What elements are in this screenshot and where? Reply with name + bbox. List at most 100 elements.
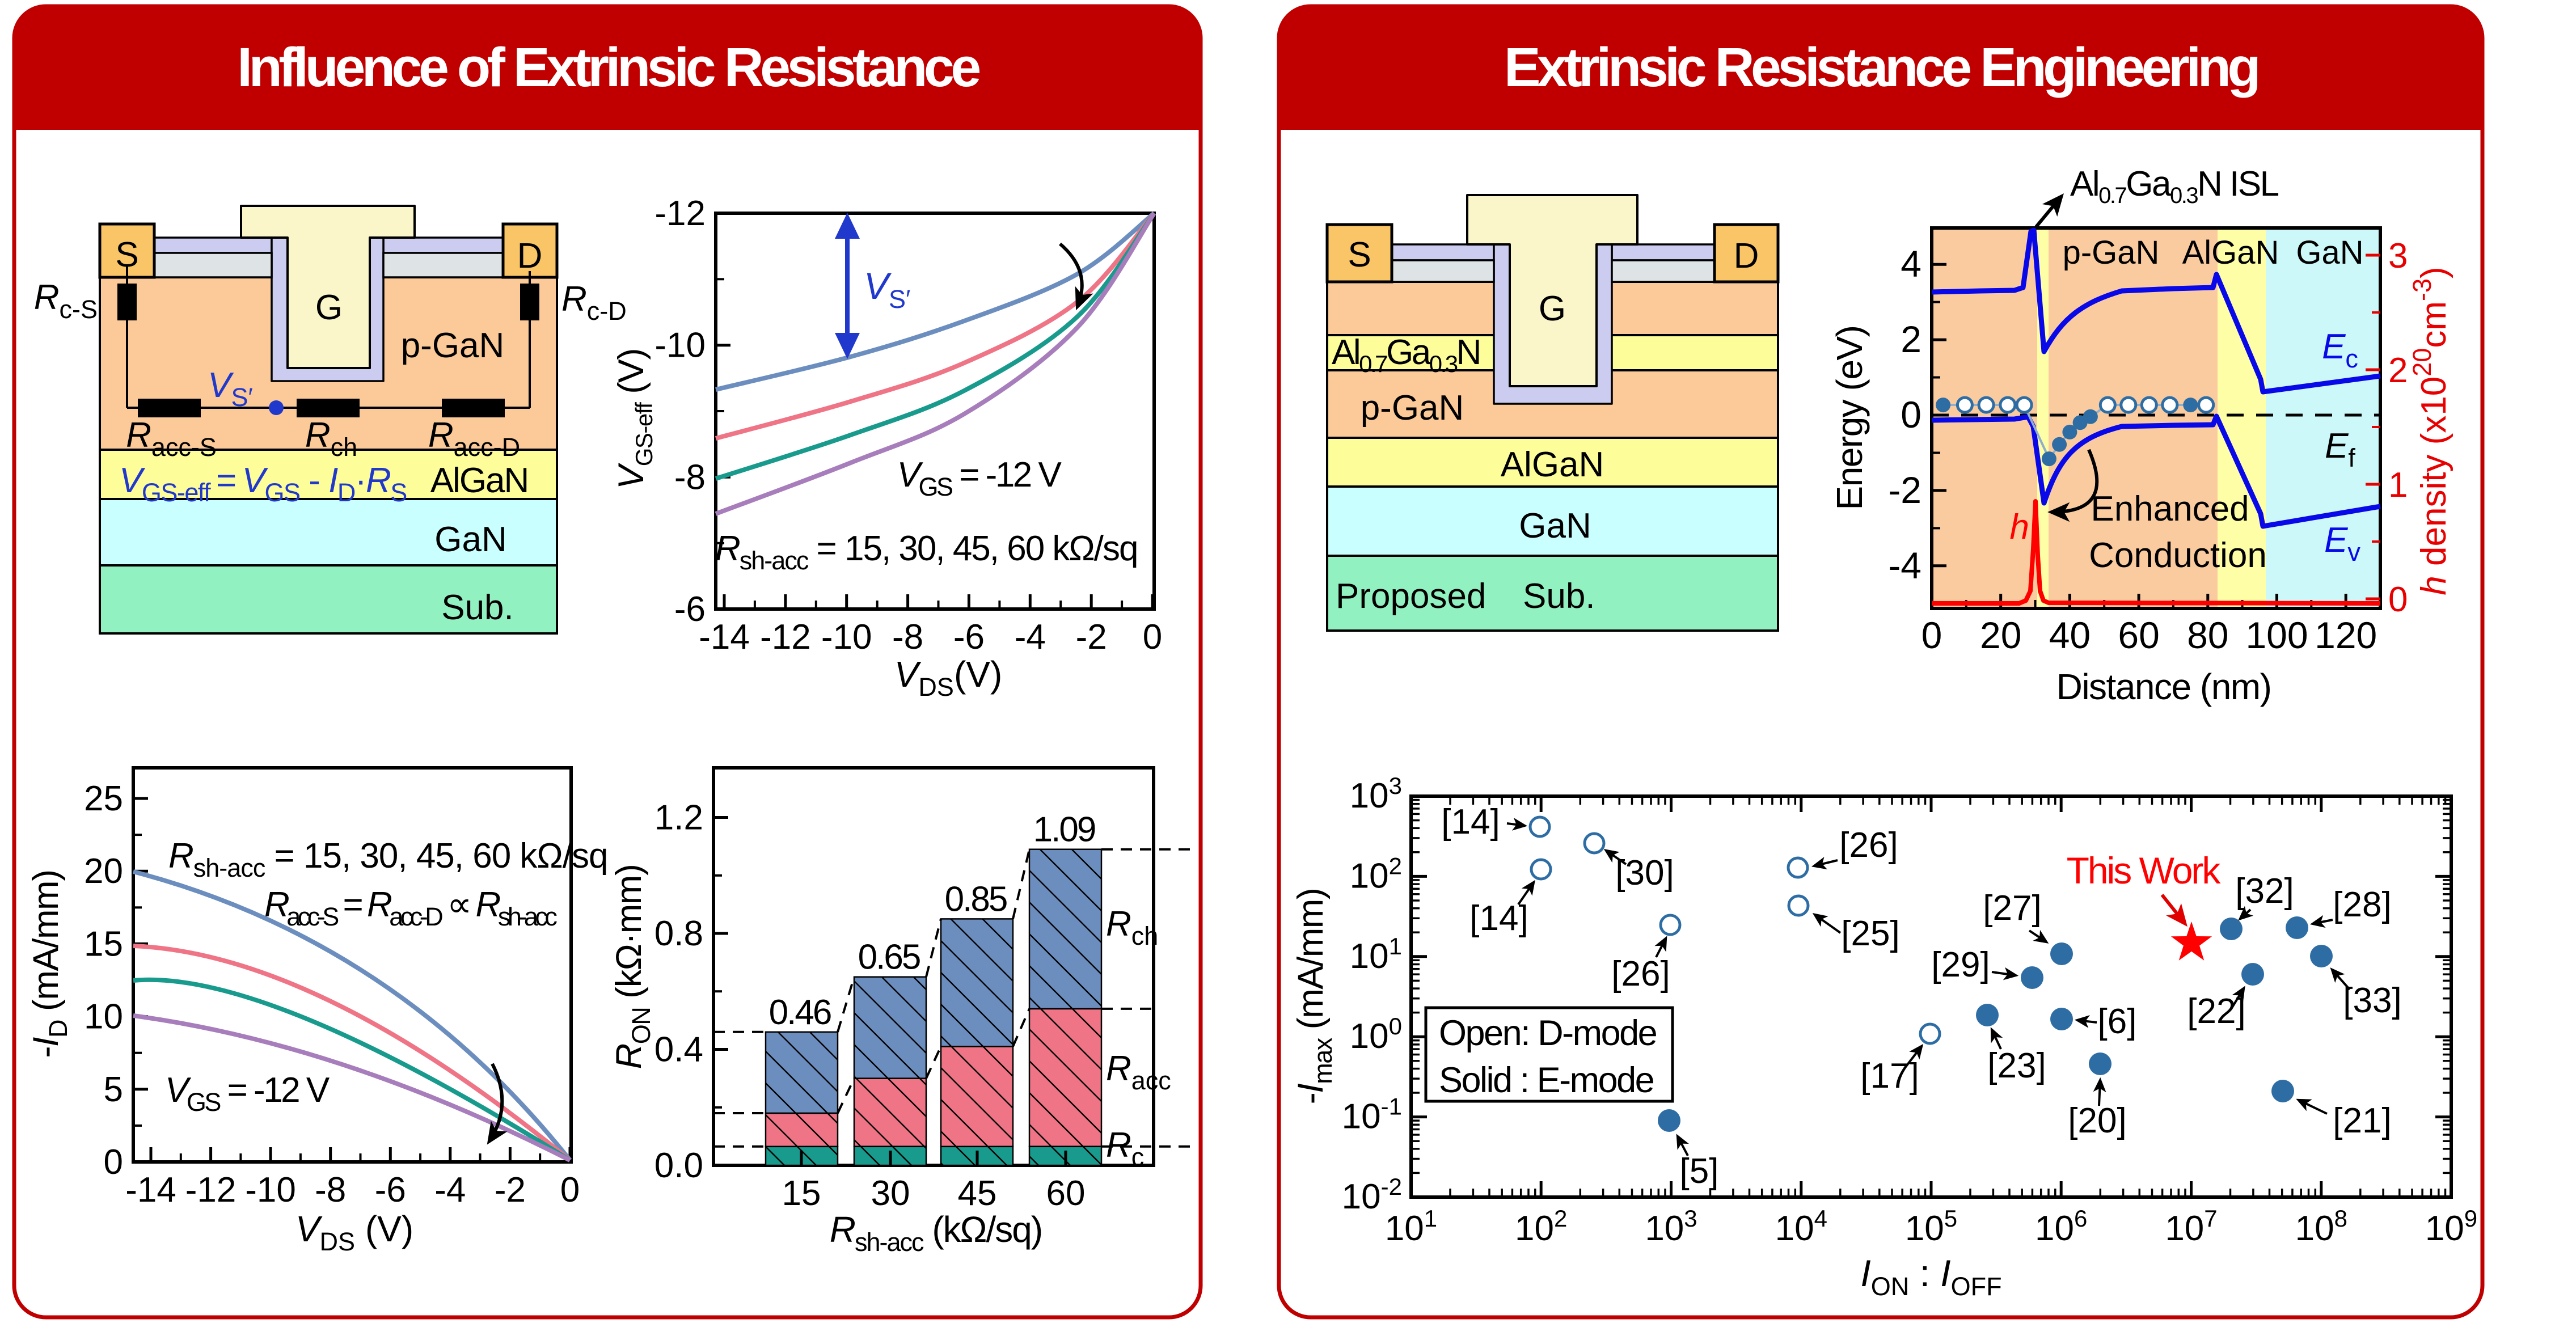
svg-text:Enhanced: Enhanced: [2091, 489, 2249, 529]
svg-text:120: 120: [2315, 614, 2377, 656]
svg-text:-4: -4: [434, 1170, 466, 1210]
svg-text:10-2: 10-2: [1342, 1173, 1402, 1216]
svg-text:0: 0: [1901, 394, 1922, 436]
svg-text:AlGaN: AlGaN: [2182, 234, 2279, 271]
svg-text:[5]: [5]: [1680, 1152, 1719, 1191]
svg-text:VGS = -12 V: VGS = -12 V: [165, 1071, 330, 1117]
svg-text:Racc-S = Racc-D ∝ Rsh-acc: Racc-S = Racc-D ∝ Rsh-acc: [264, 885, 557, 931]
svg-text:AlGaN: AlGaN: [430, 461, 529, 500]
svg-text:0: 0: [2388, 580, 2408, 619]
svg-text:15: 15: [84, 924, 123, 963]
svg-text:Al0.7Ga0.3N ISL: Al0.7Ga0.3N ISL: [2070, 164, 2279, 208]
svg-text:GaN: GaN: [2296, 234, 2363, 271]
svg-text:-12: -12: [760, 618, 811, 657]
svg-text:[20]: [20]: [2068, 1101, 2126, 1140]
svg-text:D: D: [1734, 236, 1759, 276]
svg-text:Sub.: Sub.: [1523, 577, 1595, 616]
svg-text:-14: -14: [125, 1170, 176, 1210]
svg-text:h: h: [2010, 508, 2029, 547]
svg-text:15: 15: [782, 1174, 821, 1213]
svg-text:-6: -6: [375, 1170, 406, 1210]
svg-text:VS′: VS′: [208, 366, 253, 412]
svg-text:[14]: [14]: [1469, 899, 1528, 938]
svg-text:h density (x1020cm-3): h density (x1020cm-3): [2408, 267, 2453, 595]
svg-text:100: 100: [2245, 614, 2308, 656]
svg-text:3: 3: [2388, 236, 2408, 276]
svg-text:S: S: [115, 235, 138, 274]
svg-text:[27]: [27]: [1983, 889, 2041, 928]
svg-text:80: 80: [2187, 614, 2228, 656]
svg-text:RON (kΩ·mm): RON (kΩ·mm): [609, 865, 656, 1070]
svg-text:20: 20: [84, 852, 123, 891]
svg-text:[26]: [26]: [1611, 954, 1670, 994]
svg-text:Proposed: Proposed: [1336, 577, 1486, 616]
svg-text:-8: -8: [315, 1170, 346, 1210]
svg-text:-10: -10: [821, 618, 872, 657]
svg-text:Open: D-mode: Open: D-mode: [1439, 1013, 1657, 1053]
svg-text:25: 25: [84, 779, 123, 818]
svg-text:109: 109: [2425, 1205, 2477, 1248]
svg-text:-2: -2: [1076, 618, 1107, 657]
svg-text:103: 103: [1350, 772, 1402, 815]
svg-text:1.2: 1.2: [654, 798, 703, 838]
svg-text:p-GaN: p-GaN: [401, 326, 505, 365]
svg-text:[28]: [28]: [2333, 885, 2391, 924]
svg-text:Rch: Rch: [305, 416, 357, 462]
svg-text:Rsh-acc (kΩ/sq): Rsh-acc (kΩ/sq): [830, 1209, 1042, 1257]
svg-text:[29]: [29]: [1931, 945, 1990, 984]
svg-text:104: 104: [1775, 1205, 1827, 1248]
svg-text:[6]: [6]: [2098, 1002, 2137, 1041]
svg-text:p-GaN: p-GaN: [1361, 388, 1464, 428]
svg-text:Rc: Rc: [1106, 1126, 1144, 1172]
svg-text:Ef: Ef: [2325, 426, 2355, 472]
svg-text:Influence of Extrinsic Resista: Influence of Extrinsic Resistance: [237, 36, 979, 98]
svg-text:-10: -10: [654, 326, 706, 365]
svg-text:10: 10: [84, 997, 123, 1037]
svg-text:60: 60: [2118, 614, 2159, 656]
svg-text:0.85: 0.85: [945, 880, 1007, 919]
svg-text:Rc-S: Rc-S: [34, 278, 98, 324]
svg-text:0: 0: [104, 1143, 123, 1182]
svg-text:VGS-eff (V): VGS-eff (V): [611, 349, 657, 489]
svg-text:0.8: 0.8: [654, 914, 703, 953]
svg-text:GaN: GaN: [434, 520, 506, 559]
svg-text:108: 108: [2295, 1205, 2347, 1248]
svg-text:0: 0: [1922, 614, 1942, 656]
svg-text:-2: -2: [1888, 469, 1922, 511]
svg-text:105: 105: [1905, 1205, 1957, 1248]
svg-text:[30]: [30]: [1615, 853, 1674, 893]
svg-text:[25]: [25]: [1841, 914, 1899, 953]
svg-text:VS′: VS′: [864, 265, 910, 314]
svg-text:Racc: Racc: [1106, 1049, 1171, 1095]
svg-text:60: 60: [1046, 1174, 1086, 1213]
svg-text:VGS = -12 V: VGS = -12 V: [897, 455, 1062, 501]
svg-text:Al0.7Ga0.3N: Al0.7Ga0.3N: [1332, 333, 1480, 377]
svg-text:4: 4: [1901, 243, 1922, 285]
svg-text:-14: -14: [699, 618, 750, 657]
svg-text:2: 2: [1901, 318, 1922, 360]
svg-text:Extrinsic Resistance Engineeri: Extrinsic Resistance Engineering: [1504, 36, 2258, 98]
svg-text:-12: -12: [185, 1170, 237, 1210]
svg-text:Racc-S: Racc-S: [126, 416, 217, 462]
svg-text:Ec: Ec: [2322, 327, 2358, 373]
svg-text:G: G: [315, 288, 343, 327]
svg-text:-8: -8: [674, 458, 706, 497]
svg-text:5: 5: [104, 1070, 123, 1109]
svg-text:[32]: [32]: [2235, 872, 2294, 911]
svg-text:ION : IOFF: ION : IOFF: [1860, 1252, 2001, 1301]
svg-text:This Work: This Work: [2067, 849, 2222, 891]
svg-text:40: 40: [2049, 614, 2091, 656]
svg-text:AlGaN: AlGaN: [1501, 445, 1604, 484]
svg-text:-6: -6: [953, 618, 985, 657]
svg-text:107: 107: [2165, 1205, 2217, 1248]
svg-text:102: 102: [1515, 1205, 1567, 1248]
svg-text:Rc-D: Rc-D: [561, 280, 627, 326]
svg-text:[23]: [23]: [1987, 1046, 2046, 1085]
svg-text:101: 101: [1350, 933, 1402, 976]
svg-text:-12: -12: [654, 194, 706, 233]
svg-text:VDS(V): VDS(V): [894, 654, 1003, 701]
svg-text:45: 45: [958, 1174, 997, 1213]
svg-text:Racc-D: Racc-D: [428, 416, 520, 462]
svg-text:[33]: [33]: [2343, 981, 2401, 1020]
svg-text:30: 30: [871, 1174, 910, 1213]
